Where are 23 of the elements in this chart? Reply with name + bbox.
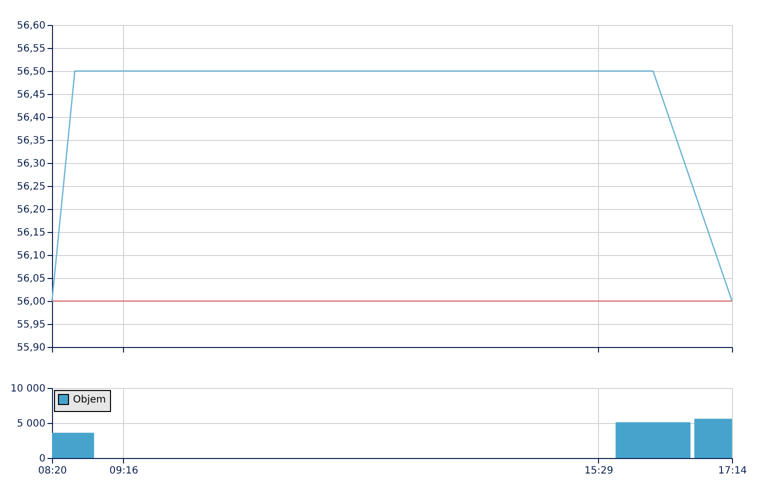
y-tick-label: 56,30 [16,158,46,170]
y-tick-label: 56,45 [16,90,46,100]
y-tick-label: 56,50 [16,66,46,78]
y-tick-label: 56,00 [16,296,46,308]
y-tick-label: 0 [39,454,46,464]
y-tick-label: 56,10 [16,250,46,262]
y-tick-label: 56,15 [16,228,46,238]
y-tick-label: 56,40 [16,112,46,124]
y-tick-label: 56,60 [16,20,46,32]
y-tick-label: 55,95 [16,320,46,330]
x-tick-label: 09:16 [109,466,138,476]
x-tick-label: 17:14 [718,466,747,476]
y-tick-label: 56,20 [16,204,46,216]
y-tick-label: 56,55 [16,44,46,54]
y-tick-label: 56,35 [16,136,46,146]
legend-label: Objem [73,394,106,406]
y-tick-label: 56,05 [16,274,46,284]
x-tick-label: 08:20 [38,466,67,476]
y-tick-label: 5 000 [16,418,46,430]
y-tick-label: 55,90 [16,342,46,354]
y-tick-label: 10 000 [10,384,46,394]
y-tick-label: 56,25 [16,182,46,192]
x-tick-label: 15:29 [584,466,614,476]
